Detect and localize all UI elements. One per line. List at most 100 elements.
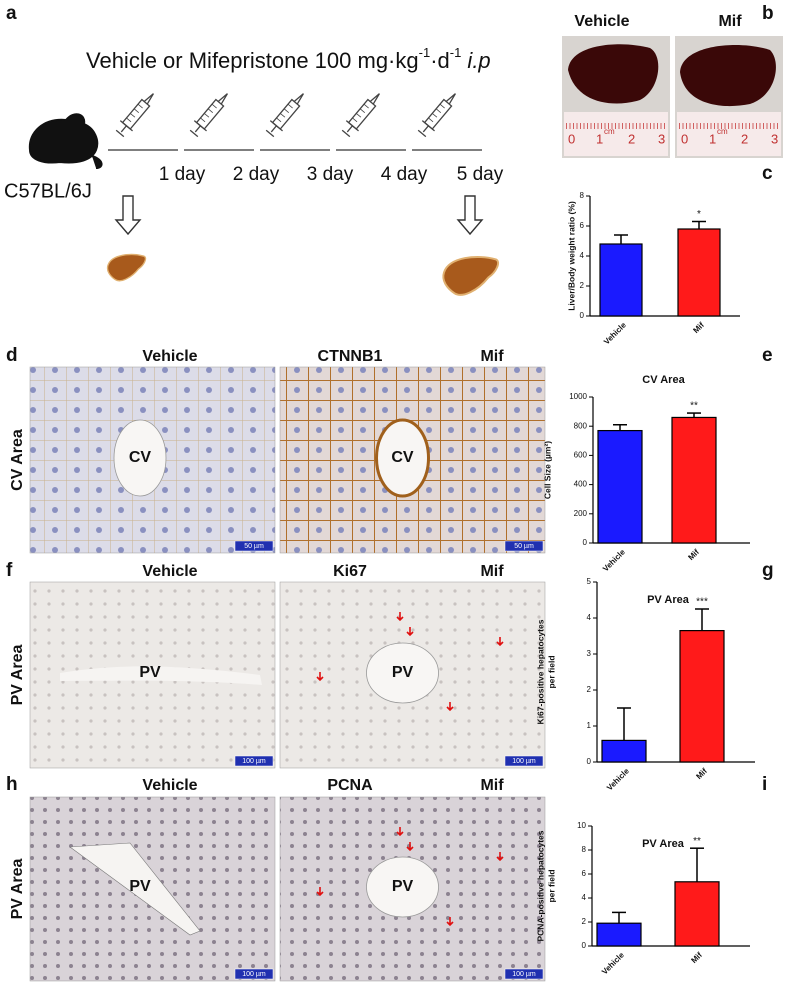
title-part: i.p: [461, 48, 490, 73]
chart-title: PV Area: [642, 838, 685, 850]
vessel-label: PV: [129, 878, 151, 895]
significance-label: **: [693, 836, 701, 847]
arrow-marker: [406, 842, 414, 852]
x-tick-label: Vehicle: [601, 547, 627, 573]
ruler-label: 2: [741, 131, 748, 146]
panel-letter: c: [762, 163, 773, 184]
ruler-label: 2: [628, 131, 635, 146]
scale-bar: [504, 755, 544, 767]
y-axis-label: Ki67-positive hepatocytes: [535, 619, 545, 724]
panel-letter: a: [6, 3, 17, 24]
panel-letter: b: [762, 3, 774, 24]
panel-letter: i: [762, 774, 767, 795]
arrow-marker: [316, 672, 324, 682]
liver-icon: [106, 253, 147, 282]
day-label: 2 day: [233, 164, 280, 185]
y-axis-label: Cell Size (µm²): [542, 441, 552, 499]
scale-bar: [504, 968, 544, 980]
vessel: [113, 419, 167, 497]
ruler-label: cm: [717, 127, 728, 136]
y-tick-label: 0: [587, 757, 592, 766]
row-label: PV Area: [9, 645, 26, 706]
y-tick-label: 6: [582, 869, 587, 878]
y-tick-label: 0: [580, 311, 585, 320]
column-header: Vehicle: [142, 348, 197, 365]
bar: [601, 739, 647, 763]
y-tick-label: 0: [583, 538, 588, 547]
scale-label: 50 µm: [514, 543, 534, 550]
y-tick-label: 2: [587, 685, 592, 694]
ruler-label: 0: [568, 131, 575, 146]
schematic-title: Vehicle or Mifepristone 100 mg·kg-1·d-1 …: [86, 45, 491, 72]
column-header: Mif: [480, 563, 504, 580]
strain-label: C57BL/6J: [4, 180, 92, 202]
significance-label: ***: [696, 597, 708, 608]
stain-label: CTNNB1: [318, 348, 383, 365]
arrow-marker: [406, 627, 414, 637]
column-header: Vehicle: [574, 13, 629, 30]
column-header: Vehicle: [142, 563, 197, 580]
significance-label: *: [697, 209, 701, 220]
y-tick-label: 2: [582, 917, 587, 926]
y-axis-label: PCNA-positive hepatocytes: [535, 830, 545, 941]
row-label: PV Area: [9, 859, 26, 920]
liver-icon: [442, 255, 500, 296]
x-tick-label: Vehicle: [605, 766, 631, 792]
title-part: -1: [419, 45, 431, 60]
bar: [671, 416, 717, 544]
arrow-marker: [316, 887, 324, 897]
ruler-label: 1: [709, 131, 716, 146]
bar: [597, 429, 643, 544]
vessel-label: PV: [392, 664, 414, 681]
day-label: 4 day: [381, 164, 428, 185]
bar: [677, 228, 721, 317]
x-tick-label: Vehicle: [602, 320, 628, 346]
bar: [679, 629, 725, 763]
x-tick-label: Mif: [691, 320, 706, 335]
vessel-label: CV: [391, 449, 414, 466]
day-label: 1 day: [159, 164, 206, 185]
vessel-label: CV: [129, 449, 152, 466]
ruler-label: 3: [658, 131, 665, 146]
vessel: [69, 842, 201, 936]
bar: [596, 922, 642, 947]
y-tick-label: 400: [574, 480, 588, 489]
ruler-label: 1: [596, 131, 603, 146]
arrow-marker: [446, 917, 454, 927]
vessel-label: PV: [139, 664, 161, 681]
vessel: [60, 666, 262, 685]
y-tick-label: 8: [580, 191, 585, 200]
panel-letter: g: [762, 560, 774, 581]
scale-label: 100 µm: [512, 758, 536, 765]
liver-photo: [562, 36, 783, 158]
y-tick-label: 0: [582, 941, 587, 950]
day-label: 3 day: [307, 164, 354, 185]
bar: [674, 881, 720, 947]
x-tick-label: Mif: [689, 950, 704, 965]
y-tick-label: 8: [582, 845, 587, 854]
scale-label: 100 µm: [242, 758, 266, 765]
arrow-marker: [396, 827, 404, 837]
ruler-label: cm: [604, 127, 615, 136]
x-tick-label: Mif: [694, 766, 709, 781]
y-axis-label: per field: [546, 655, 556, 688]
significance-label: **: [690, 401, 698, 412]
y-axis-label: Liver/Body weight ratio (%): [566, 201, 576, 311]
scale-bar: [234, 540, 274, 552]
arrow: [114, 195, 142, 236]
day-label: 5 day: [457, 164, 504, 185]
arrow: [456, 195, 484, 236]
scale-bar: [234, 755, 274, 767]
x-tick-label: Mif: [686, 547, 701, 562]
panel-letter: d: [6, 345, 18, 366]
y-axis-label: per field: [546, 869, 556, 902]
stain-label: PCNA: [327, 777, 373, 794]
y-tick-label: 5: [587, 577, 592, 586]
vessel-label: PV: [392, 878, 414, 895]
ruler-label: 3: [771, 131, 778, 146]
y-tick-label: 1: [587, 721, 592, 730]
y-tick-label: 4: [580, 251, 585, 260]
scale-bar: [234, 968, 274, 980]
arrow-marker: [396, 612, 404, 622]
